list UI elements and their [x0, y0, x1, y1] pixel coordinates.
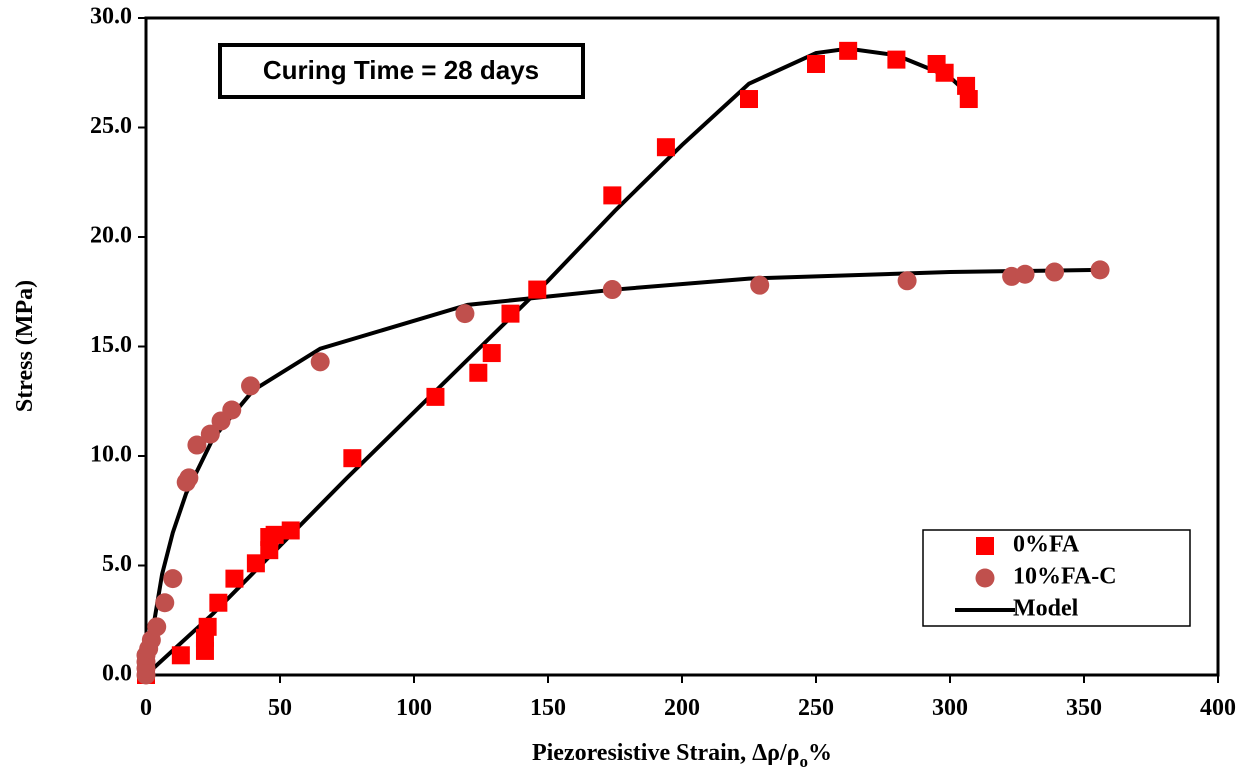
circle-marker: [897, 271, 917, 291]
square-marker: [225, 569, 244, 588]
annotation: Curing Time = 28 days: [263, 55, 539, 85]
circle-marker: [310, 352, 330, 372]
x-label-part: Piezoresistive Strain, Δρ/ρ: [532, 740, 800, 766]
x-tick-label: 0: [140, 695, 152, 721]
y-tick-label: 5.0: [102, 551, 132, 577]
circle-marker: [1090, 260, 1110, 280]
circle-marker: [147, 617, 167, 637]
legend-marker: [976, 537, 994, 555]
square-marker: [482, 344, 501, 363]
square-marker: [209, 593, 228, 612]
y-axis-label: Stress (MPa): [12, 280, 38, 412]
legend-marker: [975, 568, 995, 588]
x-axis-label: Piezoresistive Strain, Δρ/ρo%: [532, 740, 832, 771]
square-marker: [171, 646, 190, 665]
square-marker: [501, 304, 520, 323]
square-marker: [887, 50, 906, 69]
x-tick-label: 250: [798, 695, 834, 721]
x-tick-label: 50: [268, 695, 292, 721]
square-marker: [935, 63, 954, 82]
square-marker: [528, 280, 547, 299]
x-tick-label: 350: [1066, 695, 1102, 721]
y-tick-label: 0.0: [102, 661, 132, 687]
square-marker: [265, 525, 284, 544]
x-label-part: %: [808, 740, 832, 766]
square-marker: [603, 186, 622, 205]
legend-label: 0%FA: [1013, 532, 1080, 558]
circle-marker: [455, 304, 475, 324]
model-line: [144, 46, 971, 677]
square-marker: [807, 54, 825, 73]
circle-marker: [222, 400, 242, 420]
circle-marker: [200, 424, 220, 444]
y-tick-label: 10.0: [90, 442, 132, 468]
x-tick-label: 400: [1200, 695, 1236, 721]
x-tick-label: 100: [396, 695, 432, 721]
y-tick-label: 20.0: [90, 223, 132, 249]
square-marker: [656, 138, 675, 157]
circle-marker: [163, 569, 183, 589]
circle-marker: [241, 376, 261, 396]
square-marker: [426, 387, 445, 406]
circle-marker: [1015, 264, 1035, 284]
square-marker: [839, 41, 858, 60]
x-tick-label: 300: [932, 695, 968, 721]
square-marker: [343, 449, 362, 468]
x-tick-label: 150: [530, 695, 566, 721]
square-marker: [281, 521, 300, 540]
circle-marker: [602, 280, 622, 300]
circle-marker: [187, 435, 207, 455]
legend-label: 10%FA-C: [1013, 564, 1117, 590]
square-marker: [959, 90, 978, 109]
y-tick-label: 30.0: [90, 4, 132, 30]
circle-marker: [155, 593, 175, 613]
circle-marker: [750, 275, 770, 295]
square-marker: [469, 363, 488, 382]
square-marker: [198, 617, 217, 636]
circle-marker: [1045, 262, 1065, 282]
y-tick-label: 25.0: [90, 113, 132, 139]
circle-marker: [179, 468, 199, 488]
x-label-subscript: o: [800, 752, 809, 771]
annotation-box: [218, 43, 585, 99]
y-tick-label: 15.0: [90, 332, 132, 358]
legend-label: Model: [1013, 596, 1079, 622]
square-marker: [740, 90, 758, 109]
x-tick-label: 200: [664, 695, 700, 721]
